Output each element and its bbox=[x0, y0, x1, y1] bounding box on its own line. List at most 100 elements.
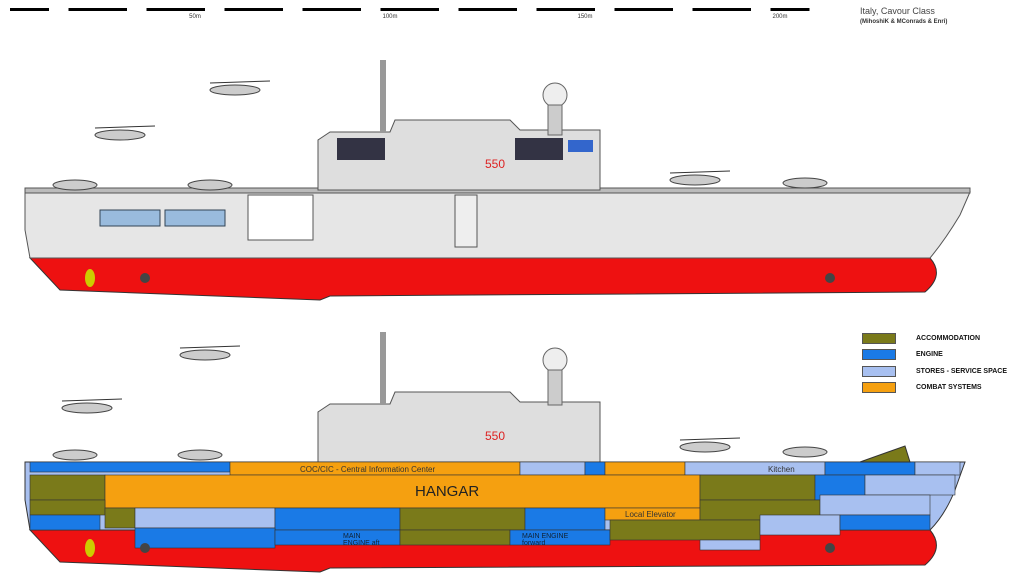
helicopter-icon bbox=[179, 349, 231, 361]
scale-segment bbox=[751, 8, 771, 11]
legend-swatch bbox=[862, 365, 896, 377]
compartment-accommodation bbox=[29, 474, 106, 501]
propeller-icon bbox=[825, 273, 835, 283]
scale-segment bbox=[10, 8, 30, 11]
jet-icon bbox=[177, 449, 223, 461]
compartment-accommodation bbox=[104, 507, 136, 529]
compartment-engine bbox=[584, 461, 606, 476]
scale-segment bbox=[322, 8, 342, 11]
scale-segment bbox=[244, 8, 264, 11]
credits: (MihoshiK & MConrads & Enri) bbox=[860, 19, 948, 25]
label-engine-fwd: MAIN ENGINE forward bbox=[522, 533, 569, 547]
compartment-stores-service-space bbox=[914, 461, 961, 476]
legend-item: ACCOMMODATION bbox=[862, 330, 1007, 347]
label-kitchen: Kitchen bbox=[768, 465, 795, 474]
compartment-accommodation bbox=[859, 445, 911, 463]
legend: ACCOMMODATION ENGINE STORES - SERVICE SP… bbox=[862, 330, 1007, 396]
scale-segment bbox=[673, 8, 693, 11]
label-hangar: HANGAR bbox=[415, 483, 480, 500]
scale-bar: 50m 100m 150m 200m bbox=[10, 8, 810, 20]
legend-item: COMBAT SYSTEMS bbox=[862, 380, 1007, 397]
legend-swatch bbox=[862, 332, 896, 344]
rotor bbox=[94, 125, 156, 129]
compartment-accommodation bbox=[609, 519, 761, 541]
compartment-stores-service-space bbox=[819, 494, 931, 516]
rotor bbox=[209, 80, 271, 84]
hull-red bbox=[28, 257, 937, 301]
compartment-engine bbox=[824, 461, 916, 476]
label-engine-aft: MAIN ENGINE aft bbox=[343, 533, 380, 547]
helicopter-icon bbox=[679, 441, 731, 453]
rudder bbox=[85, 539, 95, 557]
scale-tick-label: 100m bbox=[382, 14, 397, 20]
scale-segment bbox=[478, 8, 498, 11]
compartment-stores-service-space bbox=[864, 474, 956, 496]
window-blocks bbox=[337, 138, 593, 160]
helicopter-icon bbox=[669, 174, 721, 186]
legend-item: STORES - SERVICE SPACE bbox=[862, 363, 1007, 380]
scale-segment bbox=[88, 8, 108, 11]
rotor bbox=[679, 437, 741, 441]
compartment-accommodation bbox=[29, 499, 106, 516]
lifeboat bbox=[99, 209, 161, 227]
rotor bbox=[61, 398, 123, 402]
scale-segment bbox=[205, 8, 225, 11]
scale-segment bbox=[283, 8, 303, 11]
radar-dome bbox=[542, 347, 568, 373]
compartment-accommodation bbox=[399, 529, 511, 546]
scale-segment bbox=[712, 8, 732, 11]
helicopter-icon bbox=[94, 129, 146, 141]
hangar-opening bbox=[247, 194, 314, 241]
compartment-combat-systems bbox=[604, 461, 686, 476]
legend-swatch bbox=[862, 349, 896, 361]
compartments bbox=[24, 445, 966, 551]
legend-swatch bbox=[862, 382, 896, 394]
label-elevator: Local Elevator bbox=[625, 510, 676, 519]
island bbox=[317, 119, 601, 191]
jet-icon bbox=[187, 179, 233, 191]
scale-tick-label: 200m bbox=[772, 14, 787, 20]
propeller-icon bbox=[825, 543, 835, 553]
compartment-engine bbox=[29, 461, 231, 473]
compartment-engine bbox=[134, 527, 276, 549]
scale-segment bbox=[166, 8, 186, 11]
scale-segment bbox=[361, 8, 381, 11]
helicopter-icon bbox=[209, 84, 261, 96]
lifeboat bbox=[164, 209, 226, 227]
compartment-engine bbox=[524, 507, 606, 531]
compartment-combat-systems bbox=[104, 474, 701, 509]
propeller-icon bbox=[140, 273, 150, 283]
rotor bbox=[669, 170, 731, 174]
propeller-icon bbox=[140, 543, 150, 553]
scale-segment bbox=[127, 8, 147, 11]
scale-tick-label: 50m bbox=[189, 14, 201, 20]
compartment-accommodation bbox=[399, 507, 526, 531]
label-cic: COC/CIC - Central Information Center bbox=[300, 465, 436, 474]
rotor bbox=[179, 345, 241, 349]
jet-icon bbox=[52, 179, 98, 191]
legend-item: ENGINE bbox=[862, 347, 1007, 364]
island bbox=[317, 391, 601, 463]
scale-segment bbox=[517, 8, 537, 11]
rudder bbox=[85, 269, 95, 287]
scale-segment bbox=[556, 8, 576, 11]
jet-icon bbox=[782, 177, 828, 189]
scale-segment bbox=[634, 8, 654, 11]
jet-icon bbox=[782, 446, 828, 458]
scale-segment bbox=[790, 8, 810, 11]
helicopter-icon bbox=[61, 402, 113, 414]
aircraft-group bbox=[52, 80, 828, 501]
mast bbox=[380, 60, 386, 132]
scale-segment bbox=[400, 8, 420, 11]
compartment-stores-service-space bbox=[684, 461, 826, 476]
compartment-stores-service-space bbox=[519, 461, 586, 476]
compartment-engine bbox=[274, 507, 401, 531]
compartment-accommodation bbox=[699, 474, 816, 501]
scale-tick-label: 150m bbox=[577, 14, 592, 20]
ship-cutaway-profile: 550 bbox=[24, 332, 966, 573]
scale-segment bbox=[49, 8, 69, 11]
radar-dome bbox=[542, 82, 568, 108]
diagram-title: Italy, Cavour Class bbox=[860, 6, 935, 16]
compartment-engine bbox=[839, 514, 931, 531]
scale-segment bbox=[439, 8, 459, 11]
